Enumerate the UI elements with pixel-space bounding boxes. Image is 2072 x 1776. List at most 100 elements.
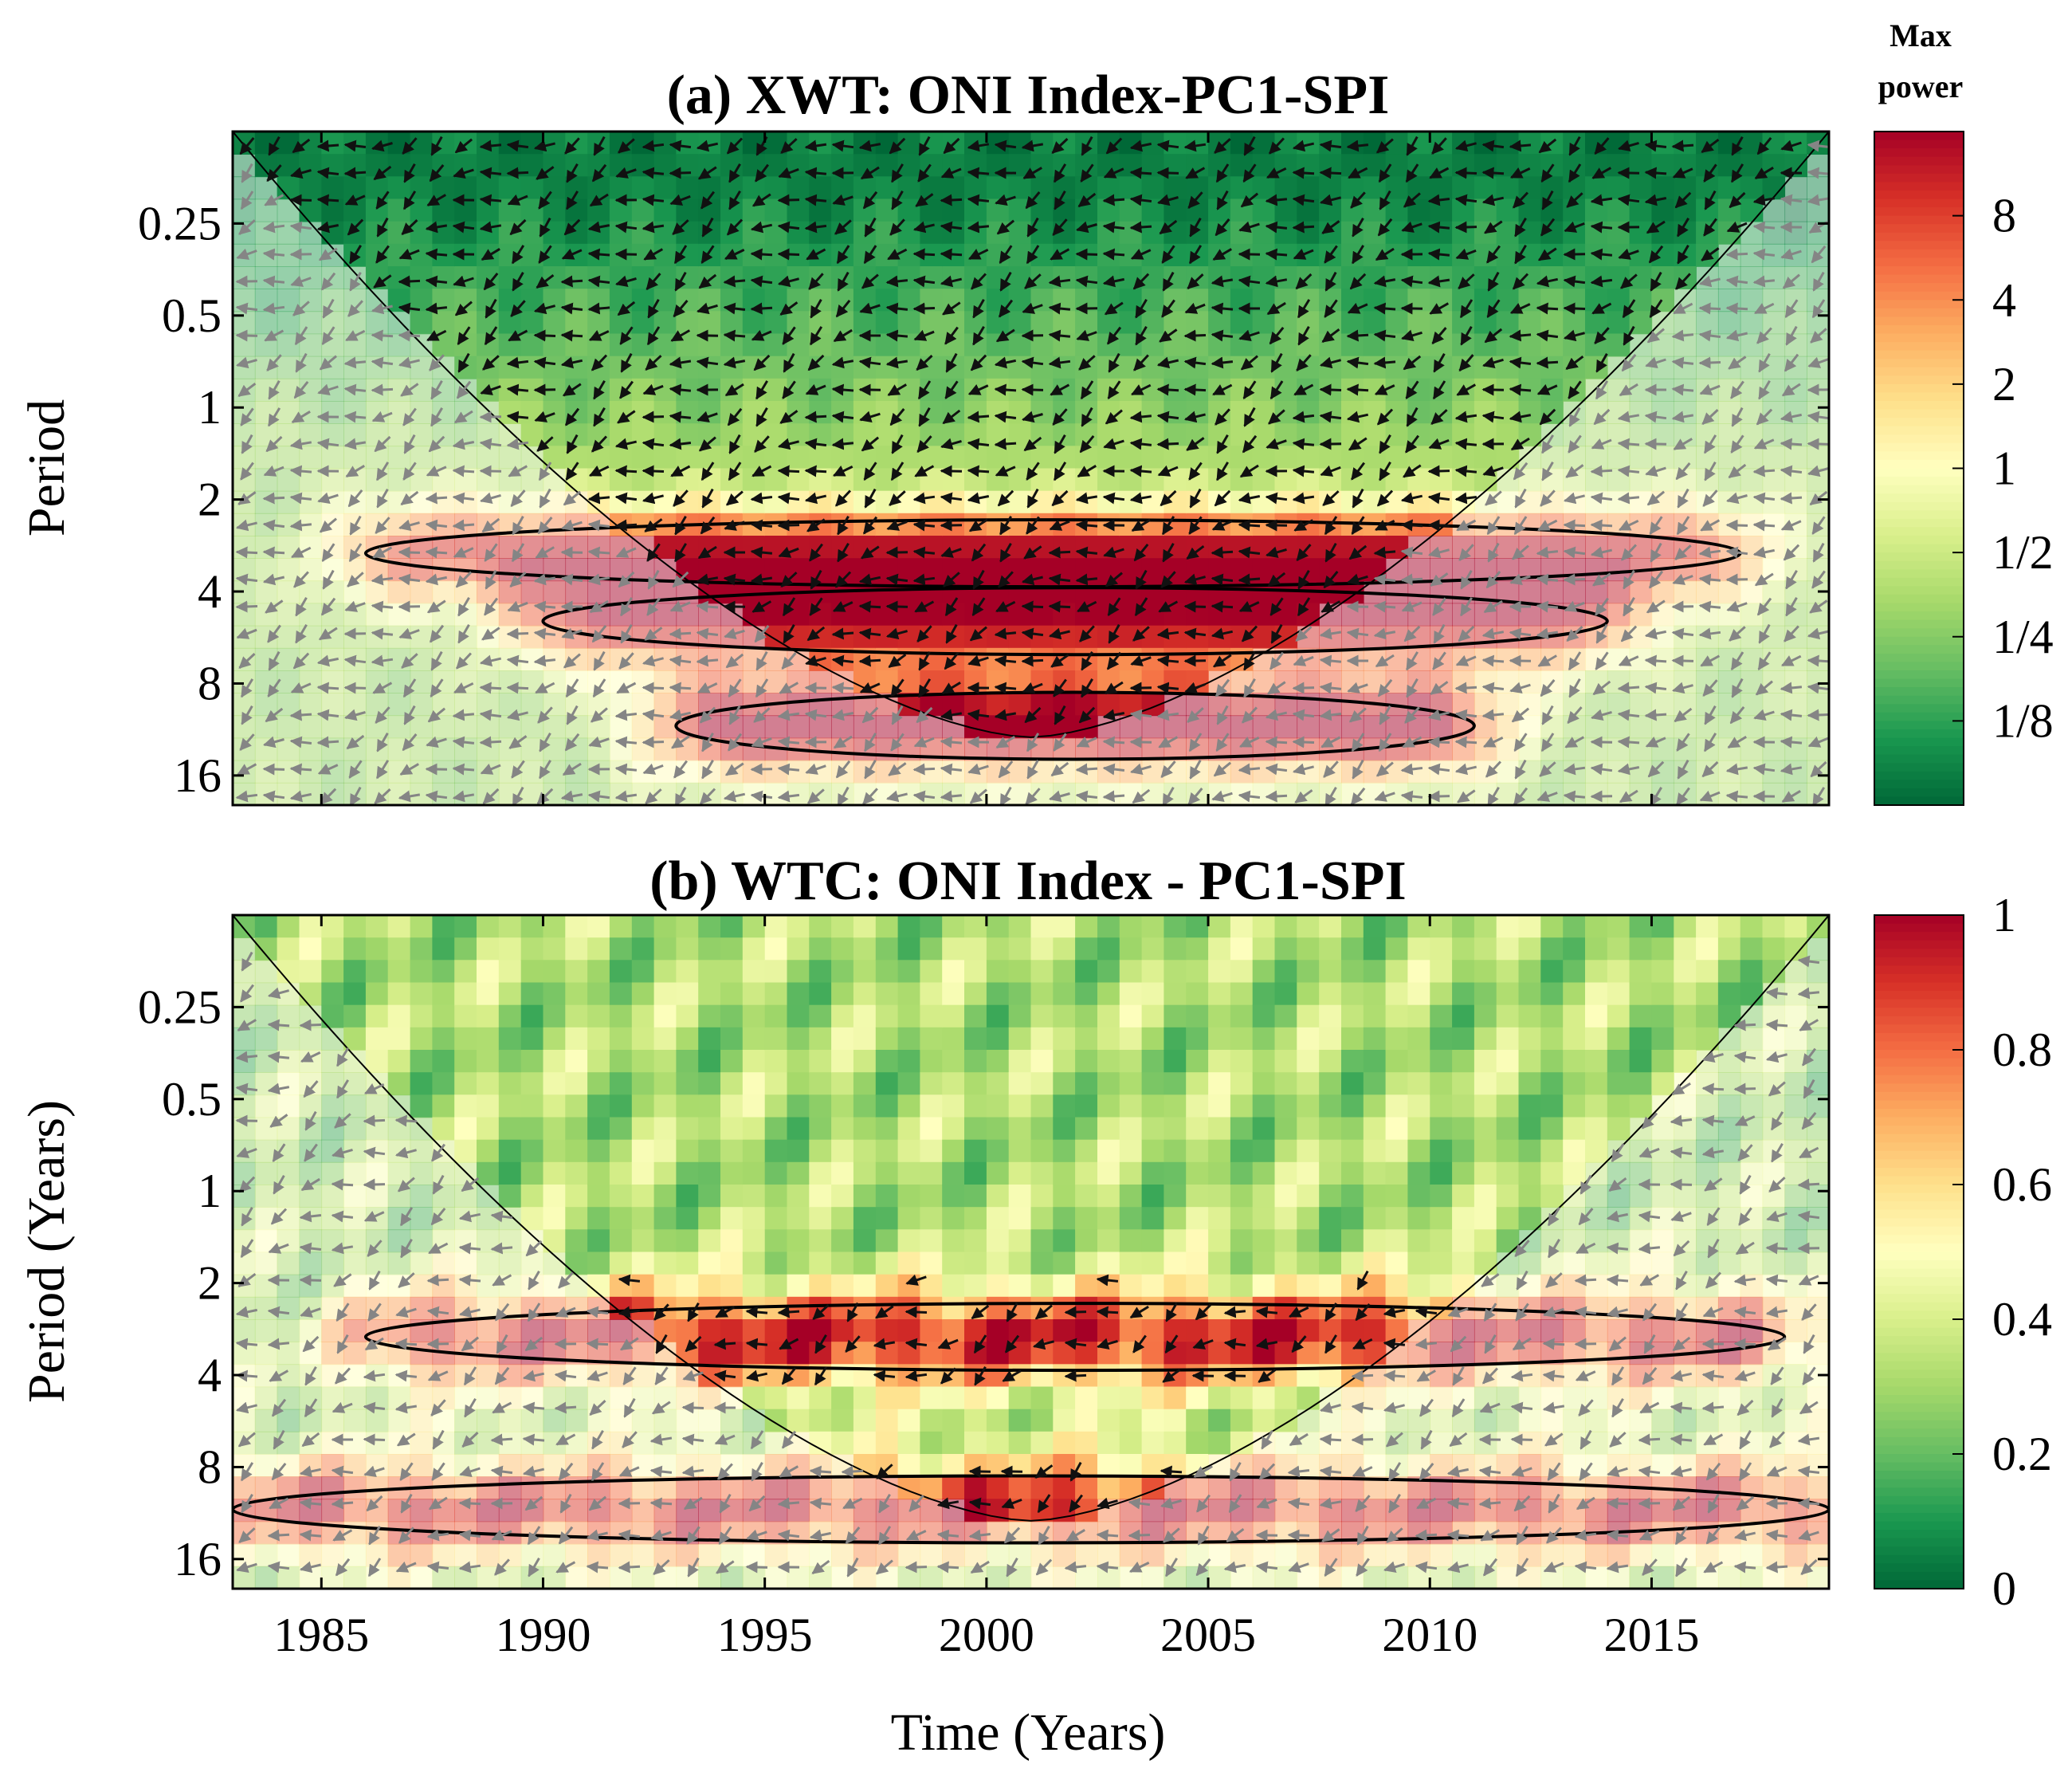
heatmap-cell bbox=[277, 221, 300, 245]
heatmap-cell bbox=[1807, 558, 1829, 582]
phase-arrow bbox=[1373, 302, 1396, 315]
heatmap-cell bbox=[365, 937, 389, 961]
heatmap-cell bbox=[1119, 333, 1143, 357]
heatmap-cell bbox=[809, 1431, 832, 1455]
heatmap-cell bbox=[897, 356, 921, 379]
heatmap-cell bbox=[410, 937, 434, 961]
heatmap-cell bbox=[254, 693, 278, 717]
heatmap-cell bbox=[277, 1207, 300, 1231]
heatmap-cell bbox=[1674, 176, 1697, 200]
heatmap-cell bbox=[897, 915, 921, 938]
heatmap-cell bbox=[676, 1342, 699, 1365]
heatmap-cell bbox=[299, 176, 323, 200]
heatmap-cell bbox=[1341, 446, 1364, 470]
heatmap-cell bbox=[698, 1139, 721, 1163]
heatmap-cell bbox=[587, 198, 610, 222]
heatmap-cell bbox=[565, 693, 588, 717]
heatmap-cell bbox=[254, 1386, 278, 1410]
heatmap-cell bbox=[875, 1185, 899, 1208]
heatmap-cell bbox=[387, 1386, 411, 1410]
heatmap-cell bbox=[853, 1094, 877, 1118]
heatmap-cell bbox=[321, 937, 344, 961]
colorbar-segment bbox=[1874, 687, 1964, 697]
heatmap-cell bbox=[543, 982, 567, 1006]
heatmap-cell bbox=[986, 1094, 1010, 1118]
heatmap-cell bbox=[343, 580, 367, 604]
heatmap-cell bbox=[1784, 670, 1807, 694]
heatmap-cell bbox=[1252, 490, 1276, 514]
heatmap-cell bbox=[676, 446, 699, 470]
heatmap-cell bbox=[653, 1409, 677, 1432]
heatmap-cell bbox=[1563, 176, 1586, 200]
heatmap-cell bbox=[1230, 356, 1254, 379]
heatmap-cell bbox=[1407, 693, 1430, 717]
heatmap-cell bbox=[1430, 490, 1453, 514]
heatmap-cell bbox=[233, 1207, 256, 1231]
heatmap-cell bbox=[1230, 401, 1254, 424]
heatmap-cell bbox=[853, 915, 877, 938]
heatmap-cell bbox=[1053, 468, 1076, 492]
heatmap-cell bbox=[964, 401, 987, 424]
heatmap-cell bbox=[653, 1139, 677, 1163]
heatmap-cell bbox=[1075, 960, 1098, 984]
heatmap-cell bbox=[720, 982, 744, 1006]
heatmap-cell bbox=[920, 647, 943, 671]
heatmap-cell bbox=[1030, 243, 1054, 267]
heatmap-cell bbox=[587, 1117, 610, 1141]
phase-arrow bbox=[614, 465, 638, 477]
heatmap-cell bbox=[1807, 760, 1829, 784]
heatmap-cell bbox=[1097, 333, 1120, 357]
colorbar-segment bbox=[1874, 577, 1964, 587]
colorbar-segment bbox=[1874, 283, 1964, 293]
heatmap-cell bbox=[387, 221, 411, 245]
heatmap-cell bbox=[1030, 176, 1054, 200]
heatmap-cell bbox=[676, 132, 699, 155]
heatmap-cell bbox=[698, 198, 721, 222]
heatmap-cell bbox=[1075, 356, 1098, 379]
heatmap-cell bbox=[254, 1185, 278, 1208]
heatmap-cell bbox=[587, 1229, 610, 1253]
heatmap-cell bbox=[742, 1072, 766, 1096]
heatmap-cell bbox=[1518, 266, 1542, 289]
heatmap-cell bbox=[809, 1161, 832, 1185]
heatmap-cell bbox=[920, 625, 943, 649]
colorbar-tick-label: 1/2 bbox=[1992, 526, 2054, 579]
heatmap-cell bbox=[897, 1251, 921, 1275]
heatmap-cell bbox=[986, 1274, 1010, 1298]
heatmap-cell bbox=[653, 1050, 677, 1073]
heatmap-cell bbox=[1696, 266, 1719, 289]
heatmap-cell bbox=[1141, 423, 1165, 447]
heatmap-cell bbox=[609, 1543, 633, 1567]
heatmap-cell bbox=[498, 333, 522, 357]
phase-arrow bbox=[1211, 600, 1234, 613]
heatmap-cell bbox=[809, 603, 832, 627]
heatmap-cell bbox=[1141, 401, 1165, 424]
heatmap-cell bbox=[920, 1296, 943, 1320]
heatmap-cell bbox=[233, 221, 256, 245]
heatmap-cell bbox=[321, 1499, 344, 1523]
heatmap-cell bbox=[986, 536, 1010, 559]
heatmap-cell bbox=[1274, 490, 1298, 514]
phase-arrow bbox=[1590, 736, 1613, 749]
heatmap-cell bbox=[831, 1386, 854, 1410]
heatmap-cell bbox=[1784, 693, 1807, 717]
heatmap-cell bbox=[809, 1319, 832, 1342]
heatmap-cell bbox=[631, 1566, 655, 1589]
heatmap-cell bbox=[631, 558, 655, 582]
heatmap-cell bbox=[498, 446, 522, 470]
heatmap-cell bbox=[587, 132, 610, 155]
colorbar-segment bbox=[1874, 544, 1964, 553]
heatmap-cell bbox=[321, 1139, 344, 1163]
heatmap-cell bbox=[920, 446, 943, 470]
heatmap-cell bbox=[676, 1094, 699, 1118]
heatmap-cell bbox=[520, 1117, 544, 1141]
heatmap-cell bbox=[831, 1499, 854, 1523]
heatmap-cell bbox=[1363, 266, 1387, 289]
colorbar-segment bbox=[1874, 678, 1964, 688]
heatmap-cell bbox=[410, 1296, 434, 1320]
phase-arrow bbox=[1725, 519, 1748, 532]
heatmap-cell bbox=[1030, 1543, 1054, 1567]
heatmap-cell bbox=[1008, 558, 1032, 582]
heatmap-cell bbox=[1075, 1296, 1098, 1320]
heatmap-cell bbox=[831, 1027, 854, 1051]
